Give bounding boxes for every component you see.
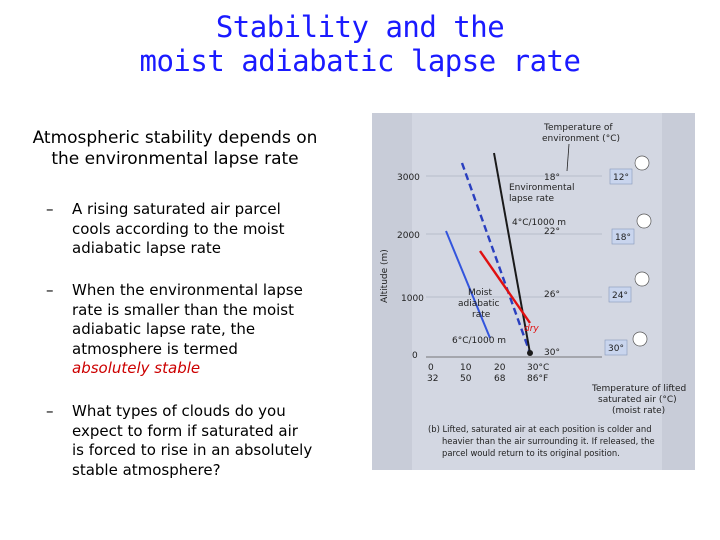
caption-line-1: (b) Lifted, saturated air at each positi… (428, 424, 652, 434)
air-parcel-icon (636, 213, 652, 229)
title-line-1: Stability and the (215, 10, 505, 44)
parcel-temp-0: 30° (608, 344, 624, 354)
absolutely-stable-term: absolutely stable (72, 359, 201, 377)
header-pointer (566, 143, 570, 172)
moist-label-3: rate (472, 310, 491, 320)
figure-margin-panel (662, 113, 695, 470)
parcel-temp-3000: 12° (613, 173, 629, 183)
bullet-3-line-4: stable atmosphere? (72, 460, 221, 479)
intro-line-1: Atmospheric stability depends on (32, 128, 318, 148)
y-tick-0: 0 (412, 351, 418, 361)
env-temp-header-1: Temperature of (543, 123, 613, 133)
moist-rate: 6°C/1000 m (452, 336, 506, 346)
env-temp-2000: 22° (544, 227, 560, 237)
env-temp-3000: 18° (544, 173, 560, 183)
x-c-20: 20 (494, 363, 506, 373)
env-temp-header-2: environment (°C) (542, 134, 620, 144)
footer-line-3: (moist rate) (612, 406, 665, 416)
x-f-86: 86°F (527, 374, 548, 384)
moist-label-2: adiabatic (458, 299, 500, 309)
env-temp-1000: 26° (544, 290, 560, 300)
y-tick-1000: 1000 (401, 294, 424, 304)
dry-label: dry (524, 324, 539, 334)
x-c-0: 0 (428, 363, 434, 373)
y-axis-label: Altitude (m) (380, 249, 390, 303)
lifted-parcel-line (445, 230, 491, 339)
title-line-2: moist adiabatic lapse rate (139, 44, 581, 78)
moist-adiabatic-line (460, 162, 532, 354)
parcel-temp-2000: 18° (615, 233, 631, 243)
footer-line-2: saturated air (°C) (598, 395, 677, 405)
bullet-dash: – (46, 281, 54, 299)
y-tick-2000: 2000 (397, 231, 420, 241)
figure-background (372, 113, 695, 470)
environmental-lapse-line (493, 152, 531, 354)
bullet-1-line-2: cools according to the moist (72, 219, 285, 238)
dry-adiabatic-line (479, 250, 531, 324)
bullet-1: – A rising saturated air parcel cools ac… (46, 200, 346, 259)
env-temp-0: 30° (544, 348, 560, 358)
bullet-3-line-2: expect to form if saturated air (72, 421, 298, 440)
x-f-32: 32 (427, 374, 438, 384)
footer-line-1: Temperature of lifted (591, 384, 686, 394)
air-parcel-icon (634, 155, 650, 171)
intro-text: Atmospheric stability depends on the env… (10, 128, 340, 170)
bullet-2-line-3: adiabatic lapse rate, the (72, 320, 256, 338)
slide-title: Stability and the moist adiabatic lapse … (0, 10, 720, 78)
intro-line-2: the environmental lapse rate (51, 149, 299, 169)
bullet-2: – When the environmental lapse rate is s… (46, 281, 346, 379)
bullet-1-line-1: A rising saturated air parcel (72, 200, 281, 218)
x-c-30: 30°C (527, 363, 549, 373)
bullet-dash: – (46, 402, 54, 420)
bullet-2-line-2: rate is smaller than the moist (72, 300, 294, 319)
bullet-3-line-3: is forced to rise in an absolutely (72, 441, 313, 459)
x-f-68: 68 (494, 374, 506, 384)
parcel-temp-box (609, 168, 633, 185)
caption-line-3: parcel would return to its original posi… (442, 448, 620, 458)
parcel-temp-box (608, 286, 632, 303)
bullet-1-line-3: adiabatic lapse rate (72, 239, 222, 257)
bullet-dash: – (46, 200, 54, 218)
parcel-temp-1000: 24° (612, 291, 628, 301)
env-lapse-label-1: Environmental (509, 183, 574, 193)
lapse-rate-figure: Temperature of environment (°C) Altitude… (372, 113, 695, 470)
ground-point (527, 350, 533, 356)
env-lapse-label-2: lapse rate (509, 194, 555, 204)
y-tick-3000: 3000 (397, 173, 420, 183)
env-lapse-rate: 4°C/1000 m (512, 218, 566, 228)
parcel-temp-box (604, 339, 628, 356)
bullet-2-line-4: atmosphere is termed (72, 339, 238, 358)
bullet-3: – What types of clouds do you expect to … (46, 402, 346, 480)
figure-margin-panel (372, 113, 412, 470)
x-f-50: 50 (460, 374, 472, 384)
caption-line-2: heavier than the air surrounding it. If … (442, 436, 655, 446)
bullet-2-line-1: When the environmental lapse (72, 281, 303, 299)
bullet-3-line-1: What types of clouds do you (72, 402, 286, 420)
moist-label-1: Moist (468, 288, 492, 298)
x-c-10: 10 (460, 363, 472, 373)
air-parcel-icon (632, 331, 648, 347)
air-parcel-icon (634, 271, 650, 287)
parcel-temp-box (611, 228, 635, 245)
